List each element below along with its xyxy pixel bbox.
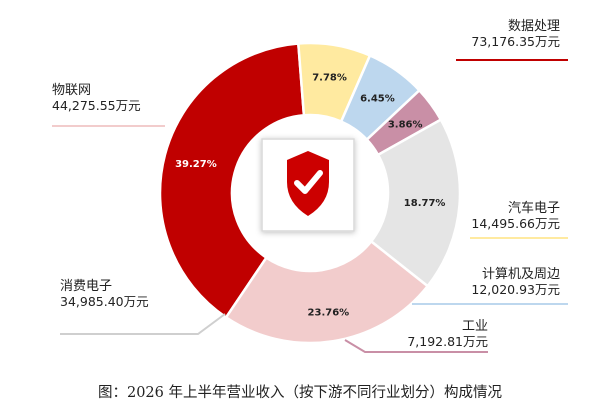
slices-group bbox=[158, 41, 462, 345]
category-name-计算机及周边: 计算机及周边 bbox=[482, 267, 560, 282]
leader-lines bbox=[52, 59, 568, 353]
percent-label-物联网: 23.76% bbox=[308, 308, 350, 319]
shield-check-icon bbox=[287, 151, 329, 216]
percent-label-数据处理: 39.27% bbox=[175, 159, 217, 170]
category-name-消费电子: 消费电子 bbox=[60, 279, 112, 294]
chart-caption: 图：2026 年上半年营业收入（按下游不同行业划分）构成情况 bbox=[97, 385, 502, 401]
category-value-数据处理: 73,176.35万元 bbox=[471, 34, 560, 49]
percent-label-汽车电子: 7.78% bbox=[312, 73, 347, 84]
center-badge bbox=[261, 138, 355, 232]
slice-物联网 bbox=[224, 239, 430, 345]
slice-数据处理 bbox=[158, 42, 306, 320]
percent-label-消费电子: 18.77% bbox=[404, 198, 446, 209]
leader-line-消费电子 bbox=[60, 313, 226, 335]
category-name-物联网: 物联网 bbox=[52, 83, 91, 98]
percent-label-工业: 3.86% bbox=[388, 119, 423, 130]
category-value-消费电子: 34,985.40万元 bbox=[60, 294, 149, 309]
category-name-工业: 工业 bbox=[462, 319, 488, 334]
category-name-数据处理: 数据处理 bbox=[508, 19, 560, 34]
category-value-计算机及周边: 12,020.93万元 bbox=[471, 282, 560, 297]
category-value-工业: 7,192.81万元 bbox=[407, 334, 488, 349]
category-value-物联网: 44,275.55万元 bbox=[52, 98, 141, 113]
category-value-汽车电子: 14,495.66万元 bbox=[471, 216, 560, 231]
slice-消费电子 bbox=[369, 117, 462, 288]
leader-line-工业 bbox=[344, 339, 488, 353]
percent-label-计算机及周边: 6.45% bbox=[360, 93, 395, 104]
category-name-汽车电子: 汽车电子 bbox=[508, 200, 560, 216]
